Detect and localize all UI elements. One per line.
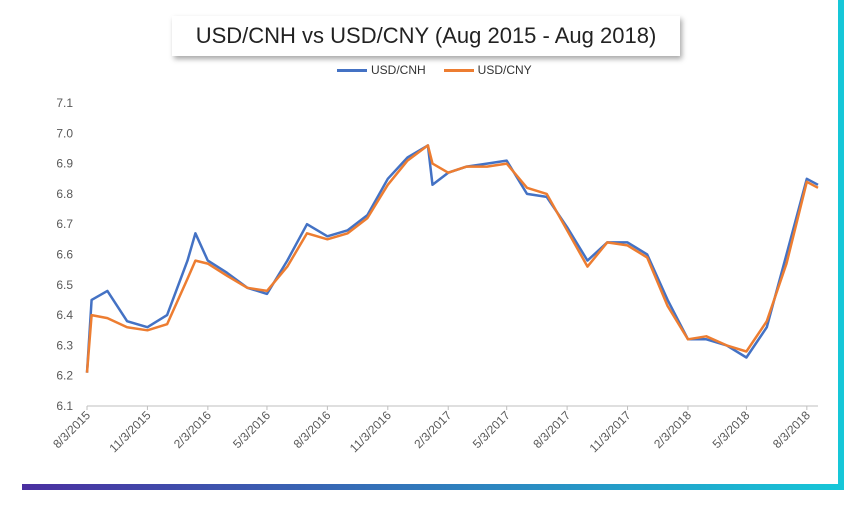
y-tick-label: 6.1 — [56, 399, 73, 413]
y-tick-label: 6.4 — [56, 308, 73, 322]
x-tick-label: 11/3/2017 — [587, 408, 634, 455]
y-tick-label: 6.7 — [56, 217, 73, 231]
chart-title-box: USD/CNH vs USD/CNY (Aug 2015 - Aug 2018) — [172, 16, 680, 56]
chart-axes: 7.17.06.96.86.76.66.56.46.36.26.18/3/201… — [50, 96, 818, 455]
y-tick-label: 6.3 — [56, 338, 73, 352]
x-tick-label: 8/3/2017 — [530, 408, 573, 451]
x-tick-label: 8/3/2018 — [770, 408, 813, 451]
y-tick-label: 6.9 — [56, 157, 73, 171]
y-tick-label: 6.5 — [56, 278, 73, 292]
legend-label-cny: USD/CNY — [477, 63, 532, 77]
x-tick-label: 2/3/2018 — [651, 408, 694, 451]
series-line-cny — [85, 144, 819, 373]
x-tick-label: 5/3/2016 — [230, 408, 273, 451]
legend-swatch-cnh — [337, 68, 367, 72]
x-tick-label: 11/3/2016 — [347, 408, 394, 455]
legend-item-cny: USD/CNY — [443, 63, 532, 77]
x-tick-label: 5/3/2018 — [710, 408, 753, 451]
chart-title: USD/CNH vs USD/CNY (Aug 2015 - Aug 2018) — [195, 23, 657, 48]
accent-bar-right — [838, 0, 844, 490]
series-line-cnh — [85, 144, 819, 373]
legend-item-cnh: USD/CNH — [337, 63, 426, 77]
legend-swatch-cny — [443, 68, 474, 72]
y-tick-label: 7.0 — [56, 126, 73, 140]
chart-series — [85, 144, 819, 373]
chart-legend: USD/CNH USD/CNY — [337, 63, 550, 77]
x-tick-label: 8/3/2016 — [291, 408, 334, 451]
legend-label-cnh: USD/CNH — [371, 63, 426, 77]
y-tick-label: 6.6 — [56, 248, 73, 262]
x-tick-label: 2/3/2017 — [411, 408, 454, 451]
y-tick-label: 6.8 — [56, 187, 73, 201]
x-tick-label: 8/3/2015 — [50, 408, 93, 451]
x-tick-label: 5/3/2017 — [470, 408, 513, 451]
accent-bar-bottom — [22, 484, 844, 490]
y-tick-label: 6.2 — [56, 369, 73, 383]
x-tick-label: 2/3/2016 — [171, 408, 214, 451]
x-tick-label: 11/3/2015 — [107, 408, 154, 455]
y-tick-label: 7.1 — [56, 96, 73, 110]
